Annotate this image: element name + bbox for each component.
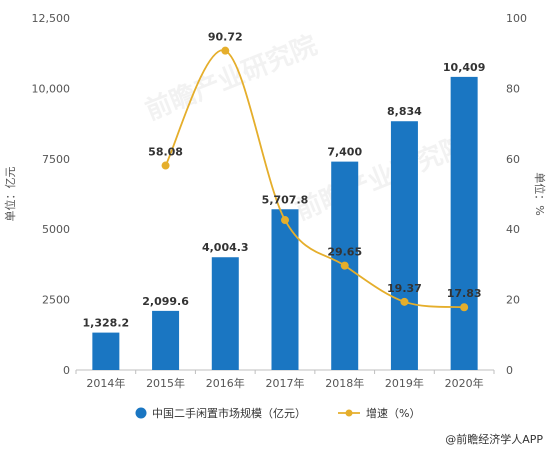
y-right-axis-title: 单位：%	[533, 172, 547, 215]
y-right-tick-label: 20	[506, 294, 520, 307]
growth-point	[400, 297, 409, 306]
y-right-tick-label: 40	[506, 223, 520, 236]
y-right-tick-label: 60	[506, 153, 520, 166]
x-tick-label: 2014年	[86, 376, 125, 390]
y-left-axis-title: 单位：亿元	[3, 167, 17, 222]
bar	[271, 209, 299, 370]
growth-point	[340, 261, 349, 270]
bar	[92, 332, 120, 370]
growth-point	[221, 46, 230, 55]
legend-bar-swatch	[135, 407, 147, 419]
growth-point	[281, 216, 289, 225]
bar	[152, 310, 180, 370]
x-tick-label: 2017年	[266, 376, 305, 390]
growth-point	[460, 303, 469, 312]
y-left-tick-label: 10,000	[32, 82, 71, 95]
legend: 中国二手闲置市场规模（亿元） 增速（%）	[135, 406, 420, 420]
watermark-text: 前瞻产业研究院	[291, 130, 471, 227]
y-right-tick-label: 80	[506, 82, 520, 95]
line-value-label: 58.08	[148, 146, 183, 159]
bar	[390, 121, 418, 370]
bar	[450, 76, 478, 370]
y-left-tick-label: 12,500	[32, 12, 71, 25]
line-value-label: 90.72	[208, 31, 243, 44]
bar-value-label: 8,834	[387, 105, 422, 118]
x-tick-label: 2019年	[385, 376, 424, 390]
x-tick-label: 2015年	[146, 376, 185, 390]
bar-value-label: 5,707.8	[262, 193, 309, 206]
legend-line-marker	[345, 409, 353, 417]
axes: 0 2500 5000 7500 10,000 12,500 0 20 40 60 80 100 201…	[3, 12, 547, 390]
y-right-tick-label: 0	[506, 364, 513, 377]
bar-value-label: 10,409	[443, 61, 485, 74]
x-tick-label: 2016年	[206, 376, 245, 390]
watermark-text: 前瞻产业研究院	[141, 30, 321, 127]
y-left-tick-label: 5000	[42, 223, 70, 236]
bar-value-label: 2,099.6	[142, 295, 189, 308]
bar-value-label: 7,400	[327, 146, 362, 159]
line-value-label: 17.83	[447, 287, 482, 300]
x-tick-label: 2018年	[325, 376, 364, 390]
y-left-tick-label: 0	[63, 364, 70, 377]
data-labels: 1,328.2 2,099.6 4,004.3 5,707.8 7,400 8,834 10…	[83, 31, 486, 330]
footer-credit: @前瞻经济学人APP	[445, 433, 543, 446]
y-left-tick-label: 2500	[42, 294, 70, 307]
x-tick-label: 2020年	[445, 376, 484, 390]
y-left-tick-label: 7500	[42, 153, 70, 166]
line-value-label: 29.65	[327, 246, 362, 259]
bar	[211, 257, 239, 370]
y-right-tick-label: 100	[506, 12, 527, 25]
bar-value-label: 4,004.3	[202, 241, 249, 254]
growth-point	[161, 161, 170, 170]
legend-line-label: 增速（%）	[366, 406, 420, 420]
line-series	[161, 46, 469, 312]
bar-series	[92, 76, 478, 370]
legend-bar-label: 中国二手闲置市场规模（亿元）	[152, 406, 306, 420]
line-value-label: 19.37	[387, 282, 422, 295]
bar-value-label: 1,328.2	[83, 317, 130, 330]
